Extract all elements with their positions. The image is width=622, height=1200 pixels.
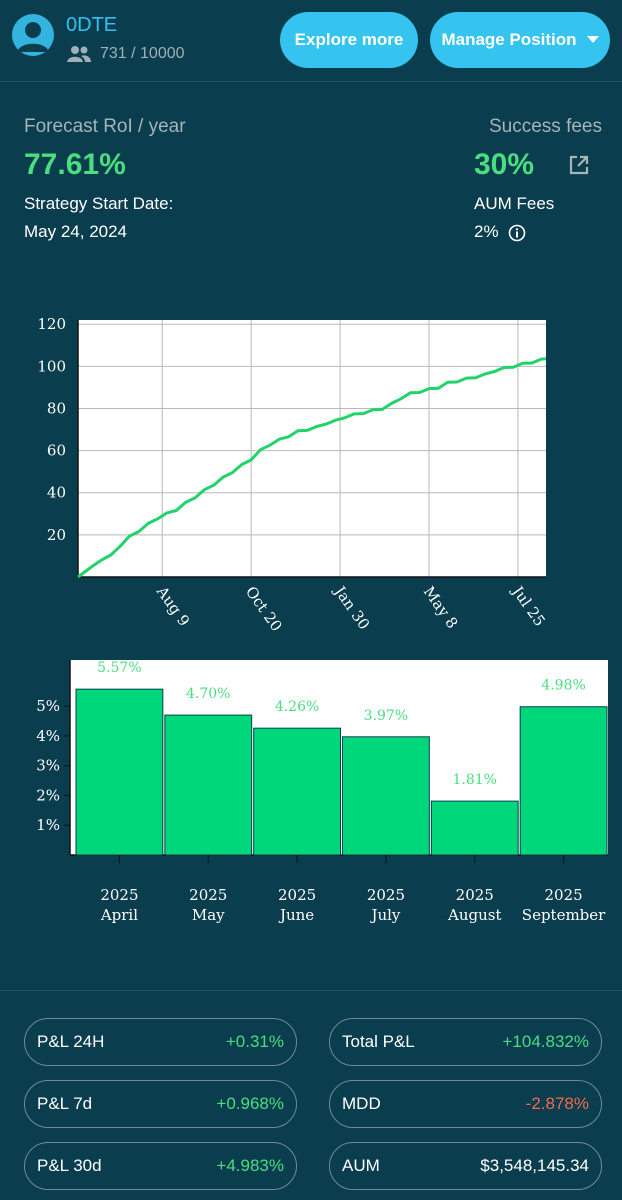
caret-down-icon: [586, 36, 599, 43]
followers-text: 731 / 10000: [100, 45, 185, 62]
metric-aum: AUM $3,548,145.34: [329, 1142, 602, 1190]
bar-chart-bars: 5.57% 2025 April 4.70% 2025 May 4.26% 2025 June 3…: [75, 660, 608, 924]
followers-count: 731 / 10000: [66, 45, 185, 63]
x-tick-label: Oct 20: [242, 583, 286, 635]
metric-value: -2.878%: [525, 1094, 589, 1113]
bar-y-tick-label: 5%: [36, 697, 60, 715]
metric-label: P&L 30d: [37, 1156, 102, 1175]
metric-label: P&L 24H: [37, 1032, 105, 1051]
metric-total-pnl: Total P&L +104.832%: [329, 1018, 602, 1066]
success-fees-label: Success fees: [489, 116, 602, 137]
manage-position-label: Manage Position: [441, 30, 577, 49]
start-date-value: May 24, 2024: [24, 222, 128, 241]
performance-line-chart: 20 40 60 80 100 120 Aug 9 Oct 20 Jan 30 May 8 Jul…: [37, 315, 548, 635]
bar-value-label: 4.70%: [186, 686, 230, 702]
metric-value: +0.968%: [216, 1094, 284, 1113]
bar-y-tick-label: 2%: [36, 786, 60, 804]
info-icon[interactable]: [508, 224, 526, 242]
x-tick-label: May 8: [420, 583, 462, 632]
bar-value-label: 5.57%: [97, 660, 141, 676]
avatar-icon[interactable]: [12, 14, 54, 56]
bar-x-tick-month: July: [369, 906, 400, 924]
bar: [342, 736, 430, 856]
explore-more-label: Explore more: [294, 30, 404, 49]
bar-value-label: 4.26%: [275, 699, 319, 715]
metric-pnl-30d: P&L 30d +4.983%: [24, 1142, 297, 1190]
y-tick-label: 120: [37, 315, 66, 333]
x-tick-label: Jul 25: [507, 581, 548, 629]
bar: [519, 706, 608, 856]
bar: [253, 727, 342, 856]
explore-more-button[interactable]: Explore more: [280, 12, 418, 68]
bar-x-tick-year: 2025: [278, 886, 316, 904]
metric-value: $3,548,145.34: [480, 1156, 589, 1175]
bar-x-tick-year: 2025: [544, 886, 582, 904]
series-line: [77, 357, 547, 579]
monthly-bar-chart: 1% 2% 3% 4% 5% 5.57% 2025 April 4.70% 2025 May 4.2…: [36, 660, 608, 924]
metric-label: Total P&L: [342, 1032, 415, 1051]
bar-x-tick-month: June: [278, 906, 314, 924]
x-tick-label: Jan 30: [330, 581, 374, 633]
line-chart-plot-area: [78, 320, 546, 577]
bar: [164, 714, 253, 856]
bar-x-tick-month: May: [192, 906, 225, 924]
aum-fees-value: 2%: [474, 222, 499, 241]
metric-pnl-7d: P&L 7d +0.968%: [24, 1080, 297, 1128]
y-tick-label: 40: [47, 484, 66, 502]
bar-y-tick-label: 4%: [36, 727, 60, 745]
strategy-name[interactable]: 0DTE: [66, 14, 118, 36]
metric-label: AUM: [342, 1156, 380, 1175]
x-tick-label: Aug 9: [152, 582, 193, 630]
bar: [430, 800, 519, 856]
bar-x-tick-month: April: [100, 906, 138, 924]
y-tick-label: 80: [47, 399, 66, 417]
success-fees-value: 30%: [474, 148, 535, 181]
header: 0DTE 731 / 10000 Explore more Manage Pos…: [0, 0, 622, 82]
bar-y-tick-label: 3%: [36, 757, 60, 775]
bar-value-label: 4.98%: [541, 678, 585, 694]
forecast-roi-label: Forecast RoI / year: [24, 116, 186, 137]
line-chart-y-axis: 20 40 60 80 100 120: [37, 315, 66, 544]
bar-value-label: 1.81%: [453, 772, 497, 788]
metric-value: +104.832%: [502, 1032, 590, 1051]
metric-value: +0.31%: [225, 1032, 284, 1051]
line-chart-x-axis: Aug 9 Oct 20 Jan 30 May 8 Jul 25: [152, 581, 548, 634]
metric-label: P&L 7d: [37, 1094, 93, 1113]
section-divider: [0, 990, 622, 991]
bar-value-label: 3.97%: [364, 708, 408, 724]
metric-label: MDD: [342, 1094, 381, 1113]
manage-position-button[interactable]: Manage Position: [430, 12, 610, 68]
y-tick-label: 60: [47, 442, 66, 460]
external-link-icon[interactable]: [568, 154, 590, 176]
bar-x-tick-year: 2025: [367, 886, 405, 904]
bar-x-tick-year: 2025: [456, 886, 494, 904]
bar: [75, 688, 164, 856]
users-icon: [67, 46, 91, 62]
metric-mdd: MDD -2.878%: [329, 1080, 602, 1128]
y-tick-label: 20: [47, 526, 66, 544]
y-tick-label: 100: [37, 357, 66, 375]
line-chart-grid: [77, 320, 546, 578]
bar-x-tick-year: 2025: [100, 886, 138, 904]
forecast-roi-value: 77.61%: [24, 148, 126, 181]
metric-pnl-24h: P&L 24H +0.31%: [24, 1018, 297, 1066]
bar-x-tick-year: 2025: [189, 886, 227, 904]
start-date-label: Strategy Start Date:: [24, 194, 174, 213]
line-chart-series: [77, 357, 547, 579]
metric-value: +4.983%: [216, 1156, 284, 1175]
bar-y-tick-label: 1%: [36, 816, 60, 834]
aum-fees-label: AUM Fees: [474, 194, 555, 213]
bar-x-tick-month: September: [522, 906, 606, 924]
bar-x-tick-month: August: [447, 906, 501, 924]
